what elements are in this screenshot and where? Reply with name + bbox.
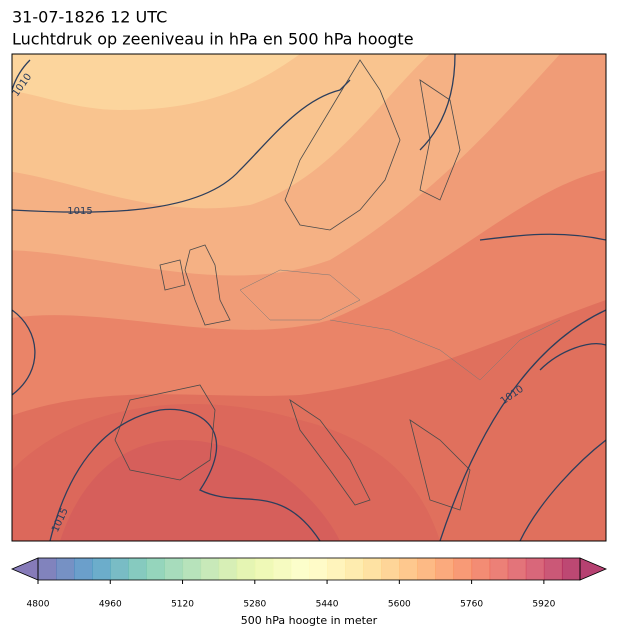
title: 31-07-1826 12 UTC xyxy=(12,8,167,27)
colorbar-band xyxy=(182,558,202,580)
colorbar-band xyxy=(327,558,346,580)
colorbar-extend xyxy=(579,557,608,581)
colorbar-band xyxy=(164,558,184,580)
colorbar-label: 500 hPa hoogte in meter xyxy=(241,614,378,627)
colorbar-band xyxy=(290,558,310,580)
colorbar-band xyxy=(309,558,328,580)
tick-label: 5600 xyxy=(388,600,411,610)
colorbar-band xyxy=(453,558,473,580)
colorbar-band xyxy=(345,558,364,580)
colorbar-band xyxy=(146,558,165,580)
band xyxy=(12,404,440,541)
colorbar: 4800 4960 5120 5280 5440 5600 5760 5920 xyxy=(10,557,608,610)
colorbar-band xyxy=(74,558,93,580)
colorbar-band xyxy=(272,558,292,580)
band xyxy=(12,54,300,110)
colorbar-band xyxy=(218,558,238,580)
colorbar-band xyxy=(110,558,129,580)
colorbar-band xyxy=(543,558,563,580)
colorbar-band xyxy=(525,558,545,580)
colorbar-band xyxy=(471,558,491,580)
tick-label: 4800 xyxy=(27,600,50,610)
tick-label: 5440 xyxy=(316,600,339,610)
tick-label: 5120 xyxy=(171,600,194,610)
colorbar-band xyxy=(399,558,418,580)
colorbar-band xyxy=(236,558,256,580)
coastlines xyxy=(114,59,561,511)
colorbar-band xyxy=(92,558,111,580)
tick-label: 5280 xyxy=(243,600,266,610)
colorbar-band xyxy=(128,558,147,580)
tick-label: 5920 xyxy=(532,600,555,610)
colorbar-band xyxy=(38,558,57,580)
colorbar-frame xyxy=(37,557,581,581)
isobar-label: 1015 xyxy=(67,206,92,217)
colorbar-band xyxy=(254,558,274,580)
colorbar-band xyxy=(200,558,220,580)
colorbar-band xyxy=(56,558,75,580)
colorbar-band xyxy=(417,558,436,580)
colorbar-band xyxy=(561,558,581,580)
tick-label: 4960 xyxy=(99,600,122,610)
colorbar-band xyxy=(435,558,455,580)
colorbar-band xyxy=(363,558,382,580)
colorbar-band xyxy=(489,558,509,580)
colorbar-band xyxy=(381,558,400,580)
colorbar-band xyxy=(507,558,527,580)
tick-label: 5760 xyxy=(460,600,483,610)
map xyxy=(12,54,606,541)
isobars xyxy=(12,54,606,541)
subtitle: Luchtdruk op zeeniveau in hPa en 500 hPa… xyxy=(12,30,414,49)
colorbar-extend xyxy=(10,557,39,581)
map-frame xyxy=(11,53,607,542)
